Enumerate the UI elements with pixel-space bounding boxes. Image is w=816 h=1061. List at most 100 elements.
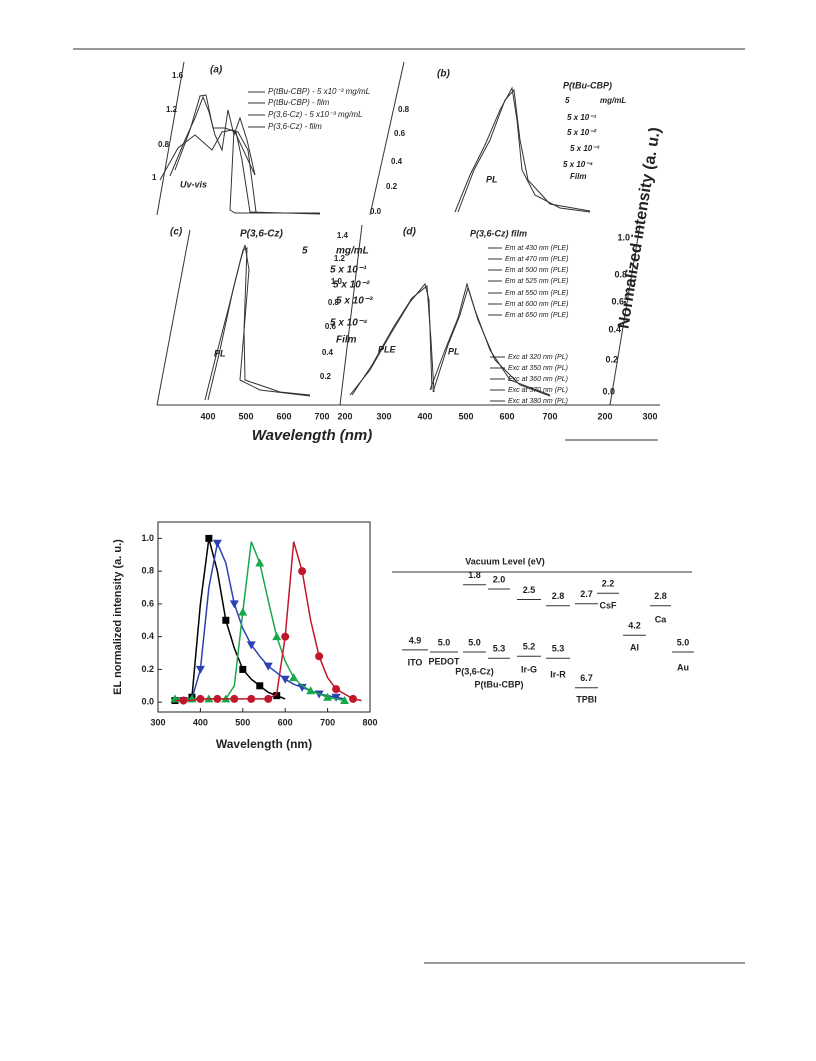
energy-label: 2.0 [493,574,506,584]
energy-label: 2.5 [523,585,536,595]
y-tick-label: 0.0 [370,207,382,216]
y-tick-label: 0.4 [608,324,621,334]
legend-entry: Em at 500 nm (PLE) [505,267,568,274]
marker [272,632,282,641]
legend-entry: Em at 430 nm (PLE) [505,245,568,252]
x-tick-label: 200 [597,411,612,421]
spectra-curves [159,86,591,401]
panel-label: (c) [170,227,183,238]
marker [239,665,247,673]
annotation: Uv-vis [180,179,207,189]
material-name: TPBI [576,694,597,704]
x-tick-label: 300 [150,717,165,727]
y-tick-label: 0.0 [141,697,154,707]
axis-lines [156,61,660,406]
energy-label: 5.0 [468,637,481,647]
series-line [174,540,345,702]
x-tick-label: 800 [362,717,377,727]
legend-entry: P(3,6-Cz) - film [268,122,322,131]
x-tick-label: 600 [499,411,514,421]
marker [179,696,188,705]
material-name: Ca [655,614,667,624]
marker [238,607,248,616]
x-tick-label: 200 [337,411,352,421]
marker [247,694,256,703]
diagram-title: Vacuum Level (eV) [465,556,545,566]
y-tick-label: 0.4 [391,157,403,166]
y-tick-label: 0.6 [611,296,624,306]
x-tick-label: 400 [417,411,432,421]
y-tick-label: 1.4 [337,231,349,240]
marker [255,558,265,567]
marker [230,694,239,703]
y-tick-label: 0.2 [386,182,398,191]
marker [264,694,273,703]
marker [213,694,222,703]
x-tick-label: 300 [642,411,657,421]
material-name: Ir-G [521,664,537,674]
marker [196,694,205,703]
legend-entry: 5 x 10⁻¹ [330,265,367,276]
series-line [174,541,362,702]
legend-entry: Film [336,335,357,346]
marker [195,665,205,674]
marker [323,692,333,701]
y-tick-label: 0.2 [320,372,332,381]
y-tick-label: 1.0 [617,232,630,242]
material-name: CsF [599,600,617,610]
y-axis-label: Normalized intensity (a. u.) [615,126,664,330]
marker [306,686,316,695]
legend-entry: mg/mL [336,246,369,257]
legend-title: P(3,6-Cz) film [470,228,527,238]
energy-label: 5.0 [438,637,451,647]
legend-entry: Em at 550 nm (PLE) [505,290,568,297]
legend-entry: 5 [302,246,308,257]
annotation: PL [214,348,226,358]
x-tick-label: 700 [320,717,335,727]
y-tick-label: 0.4 [141,631,154,641]
legend-entry: Exc at 370 nm (PL) [508,387,568,394]
energy-label: 5.3 [552,644,565,654]
legend-entry: 5 x 10⁻⁴ [563,160,593,169]
y-tick-label: 0.0 [602,386,615,396]
material-name: ITO [408,657,423,667]
material-name: Au [677,662,689,672]
y-tick-label: 1.2 [166,105,178,114]
material-name: Al [630,642,639,652]
y-tick-label: 0.2 [605,354,618,364]
energy-label: 5.0 [677,637,690,647]
material-name: P(tBu-CBP) [475,679,524,689]
marker [263,662,273,671]
marker [297,683,307,692]
legend-entry: Exc at 380 nm (PL) [508,398,568,405]
panel-label: (d) [403,227,416,238]
y-tick-label: 0.8 [158,140,170,149]
series-line [174,538,286,702]
x-tick-label: 500 [238,411,253,421]
marker [331,693,341,702]
marker [280,675,290,684]
marker [212,539,222,548]
x-tick-label: 700 [542,411,557,421]
legend-entry: 5 x 10⁻¹ [567,113,596,122]
material-name: PEDOT [428,656,460,666]
marker [340,696,350,705]
marker [205,534,213,542]
energy-label: 6.7 [580,673,593,683]
y-tick-label: 1.2 [334,254,346,263]
y-tick-label: 0.8 [141,566,154,576]
y-tick-label: 0.6 [394,129,406,138]
legend-entry: 5 x 10⁻² [333,280,370,291]
legend-entry: 5 x 10⁻² [567,128,596,137]
x-tick-label: 600 [276,411,291,421]
energy-label: 2.8 [552,591,565,601]
y-tick-label: 0.8 [328,298,340,307]
marker [281,632,290,641]
legend-entry: Em at 525 nm (PLE) [505,278,568,285]
marker [246,641,256,650]
legend-entry: P(tBu-CBP) - 5 x10⁻³ mg/mL [268,87,370,96]
marker [332,685,341,694]
marker [298,567,307,576]
energy-label: 2.2 [602,579,615,589]
x-tick-label: 400 [193,717,208,727]
